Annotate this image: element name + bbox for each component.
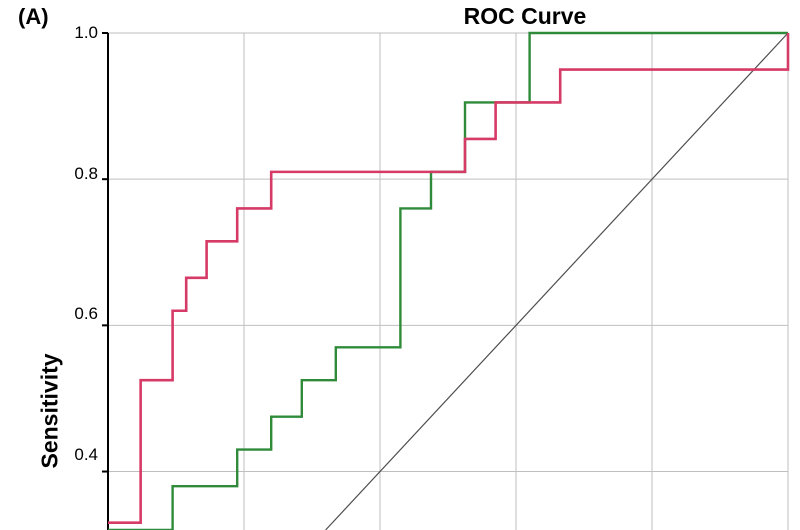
y-tick-label: 0.6 bbox=[58, 304, 98, 324]
y-tick-label: 0.4 bbox=[58, 445, 98, 465]
y-tick-label: 1.0 bbox=[58, 23, 98, 43]
panel-label: (A) bbox=[18, 4, 49, 30]
roc-plot-svg bbox=[108, 33, 788, 530]
curve-green bbox=[108, 33, 788, 530]
chart-title: ROC Curve bbox=[425, 3, 625, 30]
curve-red bbox=[108, 33, 788, 523]
y-tick-label: 0.8 bbox=[58, 164, 98, 184]
plot-area bbox=[108, 33, 788, 530]
chart-container: (A) ROC Curve Sensitivity 1.00.80.60.4 bbox=[0, 0, 800, 530]
